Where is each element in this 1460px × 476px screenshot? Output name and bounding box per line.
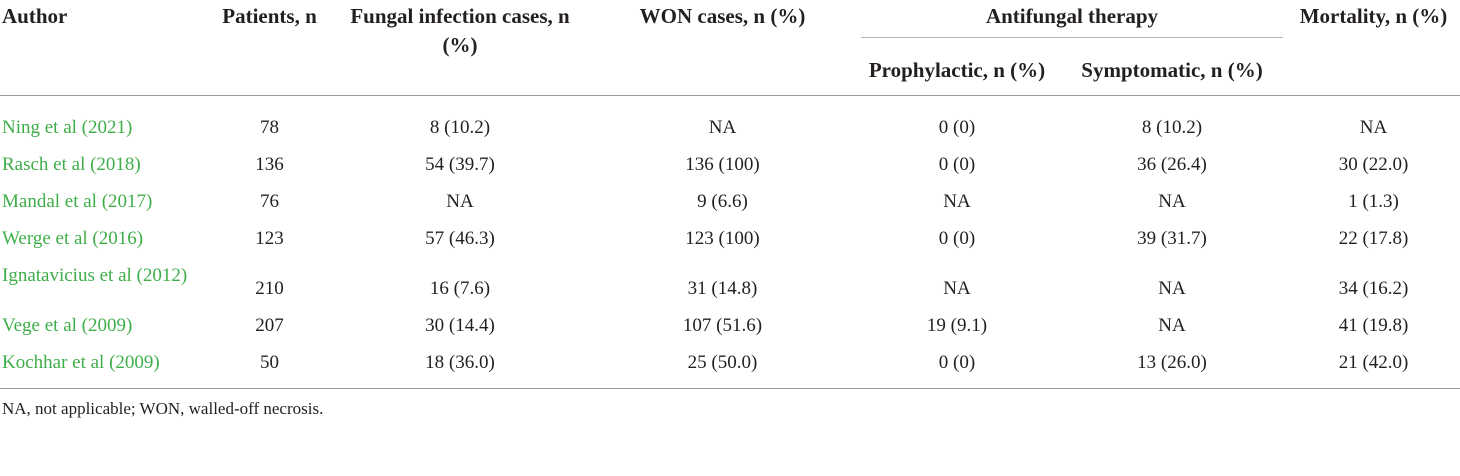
cell-won: NA [708, 117, 737, 138]
cell-fungal: 8 (10.2) [429, 117, 491, 138]
cell-author[interactable]: Vege et al (2009) [2, 315, 133, 336]
data-table-container: Author Patients, n Fungal infection case… [0, 0, 1460, 418]
cell-patients: 207 [255, 315, 284, 336]
cell-symptomatic: 13 (26.0) [1137, 352, 1207, 373]
cell-patients: 50 [260, 352, 279, 373]
cell-symptomatic: 36 (26.4) [1137, 154, 1207, 175]
header-patients: Patients, n [222, 4, 317, 28]
cell-author[interactable]: Kochhar et al (2009) [2, 352, 160, 373]
cell-fungal: 57 (46.3) [425, 228, 495, 249]
cell-mortality: 21 (42.0) [1338, 352, 1409, 373]
header-prophylactic: Prophylactic, n (%) [868, 58, 1046, 82]
cell-prophylactic: 0 (0) [938, 117, 976, 138]
cell-prophylactic: NA [943, 191, 971, 212]
cell-fungal: 18 (36.0) [425, 352, 495, 373]
cell-patients: 123 [255, 228, 284, 249]
cell-symptomatic: NA [1158, 315, 1186, 336]
cell-patients: 76 [260, 191, 279, 212]
cell-won: 9 (6.6) [697, 191, 748, 212]
cell-author[interactable]: Ning et al (2021) [2, 117, 133, 138]
table-row: Vege et al (2009) 207 30 (14.4) 107 (51.6) 1… [0, 312, 1460, 349]
header-antifungal-therapy-label: Antifungal therapy [985, 4, 1159, 28]
cell-prophylactic: 19 (9.1) [926, 315, 988, 336]
cell-mortality: NA [1359, 117, 1388, 138]
cell-mortality: 41 (19.8) [1338, 315, 1409, 336]
header-fungal-infection-cases: Fungal infection cases, n (%) [350, 4, 570, 57]
cell-mortality: 22 (17.8) [1338, 228, 1409, 249]
header-antifungal-therapy: Antifungal therapy [857, 0, 1287, 38]
cell-mortality: 30 (22.0) [1338, 154, 1409, 175]
cell-patients: 78 [260, 117, 279, 138]
table-row: Ning et al (2021) 78 8 (10.2) NA 0 (0) 8 (10.… [0, 96, 1460, 152]
table-row: Rasch et al (2018) 136 54 (39.7) 136 (100) 0… [0, 151, 1460, 188]
cell-prophylactic: 0 (0) [938, 352, 976, 373]
table-row: Mandal et al (2017) 76 NA 9 (6.6) NA NA 1 (1.3… [0, 188, 1460, 225]
table-row: Ignatavicius et al (2012) 210 16 (7.6) 31 (… [0, 262, 1460, 312]
table-header: Author Patients, n Fungal infection case… [0, 0, 1460, 96]
cell-fungal: 30 (14.4) [425, 315, 495, 336]
cell-symptomatic: NA [1158, 278, 1186, 299]
cell-prophylactic: NA [943, 278, 971, 299]
header-mortality: Mortality, n (%) [1299, 4, 1448, 28]
cell-prophylactic: 0 (0) [938, 154, 976, 175]
table-footnote: NA, not applicable; WON, walled-off necr… [2, 399, 324, 418]
cell-fungal: 16 (7.6) [429, 278, 491, 299]
table-row: Werge et al (2016) 123 57 (46.3) 123 (100) 0… [0, 225, 1460, 262]
cell-symptomatic: 8 (10.2) [1141, 117, 1203, 138]
group-divider [861, 37, 1284, 38]
cell-won: 25 (50.0) [687, 352, 758, 373]
cell-mortality: 1 (1.3) [1348, 191, 1399, 212]
header-symptomatic: Symptomatic, n (%) [1081, 58, 1263, 82]
cell-won: 107 (51.6) [682, 315, 763, 336]
cell-patients: 210 [255, 278, 284, 299]
table-row: Kochhar et al (2009) 50 18 (36.0) 25 (50.0)… [0, 349, 1460, 389]
header-author: Author [2, 4, 68, 28]
cell-symptomatic: NA [1158, 191, 1186, 212]
cell-author[interactable]: Mandal et al (2017) [2, 191, 153, 212]
cell-patients: 136 [255, 154, 284, 175]
cell-author[interactable]: Ignatavicius et al (2012) [2, 265, 188, 286]
cell-won: 136 (100) [685, 154, 760, 175]
table-body: Ning et al (2021) 78 8 (10.2) NA 0 (0) 8 (10.… [0, 96, 1460, 389]
cell-fungal: 54 (39.7) [425, 154, 495, 175]
cell-won: 123 (100) [685, 228, 760, 249]
cell-fungal: NA [446, 191, 474, 212]
cell-symptomatic: 39 (31.7) [1137, 228, 1207, 249]
header-won-cases: WON cases, n (%) [639, 4, 806, 28]
cell-mortality: 34 (16.2) [1338, 278, 1409, 299]
cell-author[interactable]: Rasch et al (2018) [2, 154, 141, 175]
fungal-infection-table: Author Patients, n Fungal infection case… [0, 0, 1460, 389]
cell-won: 31 (14.8) [687, 278, 758, 299]
cell-prophylactic: 0 (0) [938, 228, 976, 249]
cell-author[interactable]: Werge et al (2016) [2, 228, 144, 249]
